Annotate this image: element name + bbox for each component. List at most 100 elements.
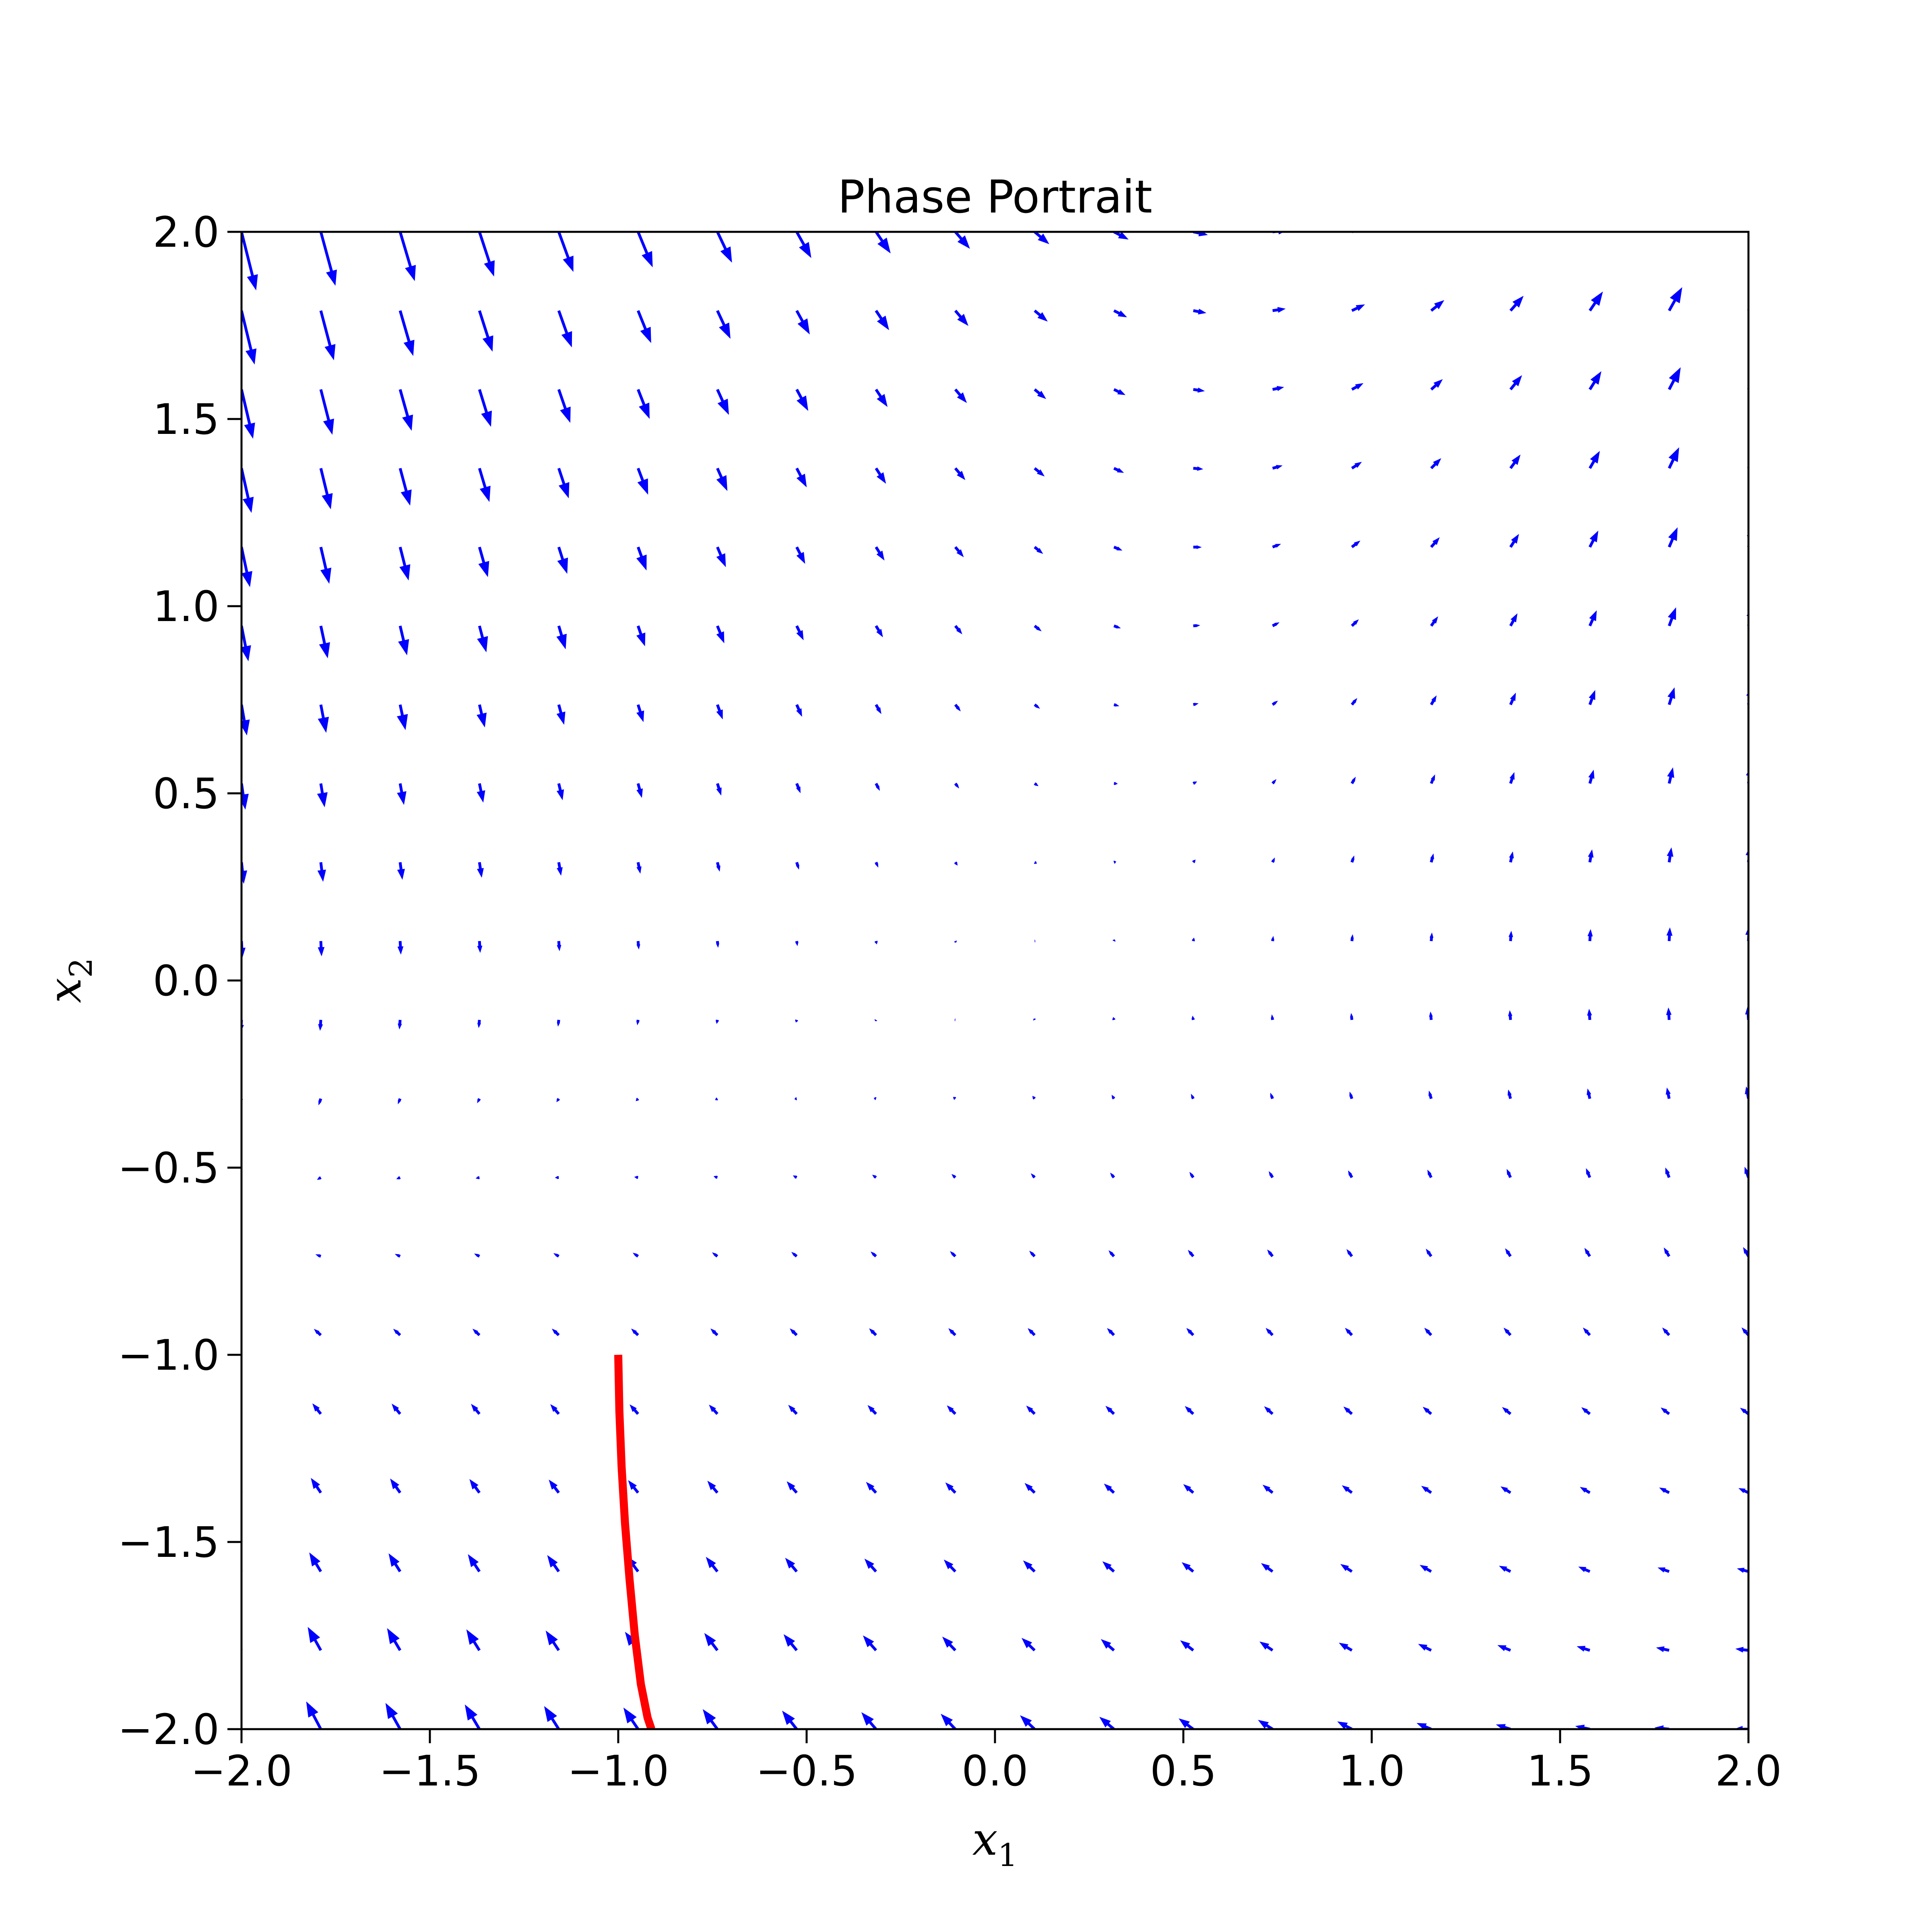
vector-arrow — [1668, 367, 1681, 390]
vector-arrow — [954, 232, 970, 249]
vector-arrow — [1588, 610, 1597, 627]
y-tick-label: −2.0 — [118, 1705, 219, 1754]
x-tick-label: −2.0 — [191, 1746, 293, 1796]
vector-arrow — [550, 1404, 560, 1415]
vector-arrow — [1023, 1560, 1036, 1573]
vector-arrow — [1189, 1172, 1195, 1179]
vector-arrow — [1657, 1567, 1670, 1573]
vector-arrow — [795, 625, 804, 640]
x-axis-label: x1 — [972, 1813, 1018, 1874]
vector-arrow — [477, 783, 485, 803]
vector-arrow — [867, 1405, 877, 1415]
vector-arrow — [398, 389, 413, 431]
vector-arrow — [475, 1176, 480, 1179]
chart-title: Phase Portrait — [838, 171, 1152, 223]
vector-arrow — [1429, 932, 1434, 941]
vector-arrow — [1348, 1170, 1353, 1179]
vector-arrow — [707, 1480, 718, 1494]
vector-arrow — [1350, 776, 1356, 784]
vector-arrow — [1428, 1090, 1433, 1099]
vector-arrow — [942, 1637, 956, 1651]
vector-arrow — [398, 310, 415, 356]
vector-arrow — [1193, 232, 1208, 237]
vector-arrow — [1350, 1013, 1354, 1020]
vector-arrow — [793, 1175, 797, 1179]
vector-arrow — [1664, 1247, 1670, 1257]
vector-arrow — [1024, 1483, 1036, 1494]
vector-arrow — [1587, 929, 1593, 941]
vector-arrow — [1193, 387, 1205, 393]
vector-arrow — [1665, 1167, 1671, 1178]
vector-arrow — [1113, 861, 1117, 864]
x-tick-label: 0.5 — [1150, 1746, 1216, 1796]
vector-arrow — [945, 1482, 956, 1494]
vector-arrow — [795, 704, 802, 717]
vector-arrow — [1349, 1092, 1354, 1099]
vector-arrow — [314, 1329, 322, 1336]
vector-arrow — [954, 704, 961, 712]
vector-arrow — [398, 547, 411, 581]
vector-arrow — [1588, 770, 1595, 784]
vector-arrow — [318, 1020, 323, 1031]
vector-arrow — [1575, 1724, 1590, 1729]
y-tick-label: −1.5 — [118, 1518, 219, 1567]
vector-arrow — [954, 1018, 956, 1022]
vector-arrow — [864, 1558, 877, 1573]
vector-arrow — [319, 547, 332, 584]
vector-arrow — [1107, 1328, 1115, 1336]
vector-arrow — [385, 1703, 402, 1729]
vector-arrow — [547, 1555, 560, 1573]
vector-arrow — [791, 1252, 798, 1257]
vector-arrow — [1259, 1641, 1274, 1652]
vector-arrow — [1509, 454, 1521, 469]
vector-arrow — [875, 625, 883, 638]
vector-arrow — [319, 468, 333, 510]
vector-arrow — [1496, 1724, 1511, 1729]
vector-arrow — [1110, 1172, 1115, 1179]
vector-arrow — [319, 389, 334, 435]
y-tick-label: 0.0 — [153, 956, 219, 1005]
vector-arrow — [1113, 703, 1119, 707]
vector-arrow — [398, 625, 409, 656]
vector-arrow — [702, 1709, 719, 1729]
vector-arrow — [875, 232, 891, 254]
vector-arrow — [1430, 853, 1434, 863]
vector-arrow — [871, 1251, 877, 1257]
vector-arrow — [1656, 1646, 1670, 1652]
vector-arrow — [1108, 1250, 1115, 1257]
vector-arrow — [1578, 1567, 1591, 1573]
vector-arrow — [1426, 1249, 1432, 1257]
vector-arrow — [1026, 1406, 1036, 1415]
vector-arrow — [472, 1329, 481, 1336]
vector-arrow — [875, 704, 881, 714]
vector-arrow — [1180, 1640, 1194, 1651]
x-axis-ticks: −2.0 −1.5 −1.0 −0.5 0.0 0.5 1.0 1.5 2.0 — [191, 1729, 1782, 1796]
vector-arrow — [782, 1711, 798, 1729]
vector-arrow — [795, 1019, 798, 1023]
vector-arrow — [1666, 1087, 1671, 1099]
vector-arrow — [954, 546, 964, 557]
vector-arrow — [1350, 855, 1354, 863]
vector-arrow — [1191, 1016, 1195, 1020]
x-tick-label: −1.0 — [568, 1746, 669, 1796]
vector-arrow — [1272, 465, 1283, 470]
vector-arrow — [471, 1404, 481, 1415]
x-tick-label: −1.5 — [379, 1746, 481, 1796]
y-tick-label: 1.0 — [153, 582, 219, 631]
vector-arrow — [953, 1097, 956, 1100]
vector-arrow — [790, 1328, 798, 1336]
vector-arrow — [1034, 467, 1045, 477]
vector-arrow — [556, 704, 566, 725]
vector-arrow — [1738, 1488, 1748, 1494]
vector-arrow — [1509, 692, 1516, 706]
vector-arrow — [795, 941, 799, 946]
vector-arrow — [556, 783, 564, 801]
vector-arrow — [1032, 1096, 1036, 1100]
vector-arrow — [1181, 1562, 1194, 1573]
vector-arrow — [1340, 1564, 1353, 1573]
vector-arrow — [474, 1253, 480, 1258]
vector-arrow — [1272, 386, 1284, 391]
vector-arrow — [783, 1634, 798, 1651]
